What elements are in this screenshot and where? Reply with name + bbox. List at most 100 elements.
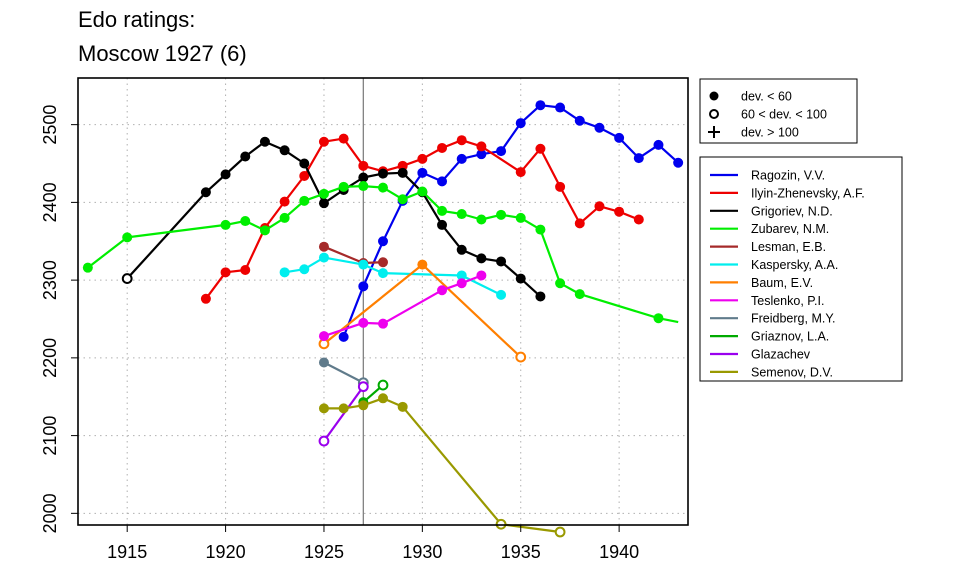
data-point: [122, 232, 133, 243]
data-point: [417, 186, 428, 197]
data-point: [535, 143, 546, 154]
series-semenov-d-v: [318, 393, 566, 538]
data-point: [358, 281, 369, 292]
series-legend-box: [699, 156, 903, 382]
data-point: [358, 181, 369, 192]
data-point: [574, 289, 585, 300]
legend-series-label: Teslenko, P.I.: [751, 294, 824, 308]
data-point: [397, 167, 408, 178]
data-point: [476, 214, 487, 225]
data-point: [318, 136, 329, 147]
data-point: [378, 257, 388, 268]
y-axis: 2000 2100 2200 2300 2400 2500: [40, 105, 78, 533]
marker-legend: dev. < 60 60 < dev. < 100 dev. > 100: [699, 78, 858, 144]
marker-legend-label: dev. > 100: [741, 126, 799, 140]
data-point: [240, 151, 251, 162]
x-tick-label: 1930: [402, 542, 442, 562]
x-tick-label: 1925: [304, 542, 344, 562]
data-point: [279, 267, 290, 278]
data-point: [220, 169, 231, 180]
legend-series-label: Kaspersky, A.A.: [751, 258, 838, 272]
y-tick-label: 2000: [40, 493, 60, 533]
marker-legend-box: [699, 78, 858, 144]
y-tick-label: 2200: [40, 338, 60, 378]
data-point: [535, 100, 546, 111]
data-point: [358, 317, 369, 328]
data-point: [496, 256, 507, 267]
data-point: [456, 270, 467, 281]
series-glazachev: [318, 381, 369, 447]
data-point: [437, 142, 448, 153]
data-point: [456, 244, 467, 255]
legend-series-label: Zubarev, N.M.: [751, 222, 829, 236]
data-point: [653, 139, 664, 150]
series-line: [323, 385, 365, 442]
data-point: [476, 270, 487, 281]
data-point: [240, 265, 251, 276]
data-point: [417, 167, 428, 178]
data-point: [318, 198, 329, 209]
data-point-open: [515, 351, 527, 363]
data-point-open: [357, 381, 369, 393]
data-point: [378, 182, 388, 193]
data-point: [555, 278, 566, 289]
legend-series-label: Griaznov, L.A.: [751, 330, 829, 344]
data-point: [318, 252, 329, 263]
legend-series-label: Ilyin-Zhenevsky, A.F.: [751, 186, 865, 200]
data-point: [496, 289, 507, 300]
grid: [78, 78, 688, 525]
data-point: [476, 149, 487, 160]
data-point: [220, 267, 231, 278]
series-line: [87, 185, 679, 324]
data-point: [456, 209, 467, 220]
data-point: [200, 187, 211, 198]
data-point: [515, 118, 526, 129]
series-legend: Ragozin, V.V. Ilyin-Zhenevsky, A.F. Grigor…: [699, 156, 903, 382]
data-point: [279, 145, 290, 156]
legend-series-label: Baum, E.V.: [751, 276, 813, 290]
data-point: [299, 264, 310, 275]
data-point: [318, 357, 329, 368]
data-point: [633, 153, 644, 164]
data-point: [338, 181, 349, 192]
data-point: [515, 167, 526, 178]
data-point: [614, 206, 625, 217]
plot-frame: [77, 77, 689, 526]
series-ragozin-v-v: [338, 100, 684, 342]
data-point-open: [377, 379, 389, 391]
series-layer: [82, 100, 684, 538]
series-zubarev-n-m: [82, 181, 679, 324]
data-point: [535, 291, 546, 302]
y-tick-label: 2300: [40, 260, 60, 300]
data-point: [259, 136, 270, 147]
data-point: [397, 160, 408, 171]
x-tick-label: 1935: [501, 542, 541, 562]
legend-filled-circle-icon: [709, 91, 719, 101]
series-grigoriev-n-d: [121, 136, 546, 302]
legend-series-label: Lesman, E.B.: [751, 240, 826, 254]
data-point: [653, 313, 664, 324]
data-point: [318, 188, 329, 199]
series-line: [323, 361, 364, 384]
data-point: [397, 194, 408, 205]
data-point: [437, 176, 448, 187]
x-tick-label: 1915: [107, 542, 147, 562]
data-point: [456, 278, 467, 289]
data-point: [259, 225, 270, 236]
data-point: [574, 218, 585, 229]
data-point: [318, 403, 329, 414]
data-point: [515, 273, 526, 284]
data-point: [279, 212, 290, 223]
marker-legend-label: 60 < dev. < 100: [741, 108, 827, 122]
legend-open-circle-icon: [709, 109, 719, 119]
y-tick-label: 2500: [40, 105, 60, 145]
data-point: [358, 172, 369, 183]
series-baum-e-v: [318, 259, 527, 363]
data-point: [378, 268, 388, 279]
data-point: [496, 209, 507, 220]
data-point: [456, 153, 467, 164]
data-point: [456, 135, 467, 146]
series-line: [324, 397, 561, 534]
data-point-open: [554, 526, 566, 538]
data-point: [378, 318, 388, 329]
